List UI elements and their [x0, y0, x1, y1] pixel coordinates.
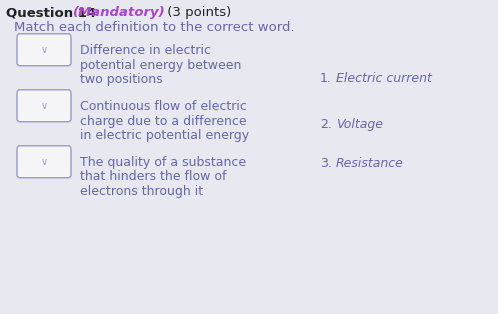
- Text: The quality of a substance: The quality of a substance: [80, 156, 246, 169]
- Text: 3.: 3.: [320, 157, 332, 170]
- Text: ∨: ∨: [40, 101, 48, 111]
- Text: Question 14: Question 14: [6, 6, 101, 19]
- Text: ∨: ∨: [40, 45, 48, 55]
- Text: 1.: 1.: [320, 72, 332, 85]
- FancyBboxPatch shape: [17, 90, 71, 122]
- Text: 2.: 2.: [320, 118, 332, 131]
- Text: Continuous flow of electric: Continuous flow of electric: [80, 100, 247, 113]
- Text: charge due to a difference: charge due to a difference: [80, 115, 247, 127]
- Text: (Mandatory): (Mandatory): [73, 6, 166, 19]
- Text: Resistance: Resistance: [336, 157, 404, 170]
- Text: Voltage: Voltage: [336, 118, 383, 131]
- Text: (3 points): (3 points): [163, 6, 231, 19]
- FancyBboxPatch shape: [17, 146, 71, 178]
- Text: ∨: ∨: [40, 157, 48, 167]
- Text: two positions: two positions: [80, 73, 163, 86]
- Text: that hinders the flow of: that hinders the flow of: [80, 171, 227, 183]
- Text: potential energy between: potential energy between: [80, 58, 242, 72]
- Text: Difference in electric: Difference in electric: [80, 44, 211, 57]
- Text: in electric potential energy: in electric potential energy: [80, 129, 249, 142]
- Text: electrons through it: electrons through it: [80, 185, 203, 198]
- FancyBboxPatch shape: [17, 34, 71, 66]
- Text: Electric current: Electric current: [336, 72, 432, 85]
- Text: Match each definition to the correct word.: Match each definition to the correct wor…: [14, 21, 295, 34]
